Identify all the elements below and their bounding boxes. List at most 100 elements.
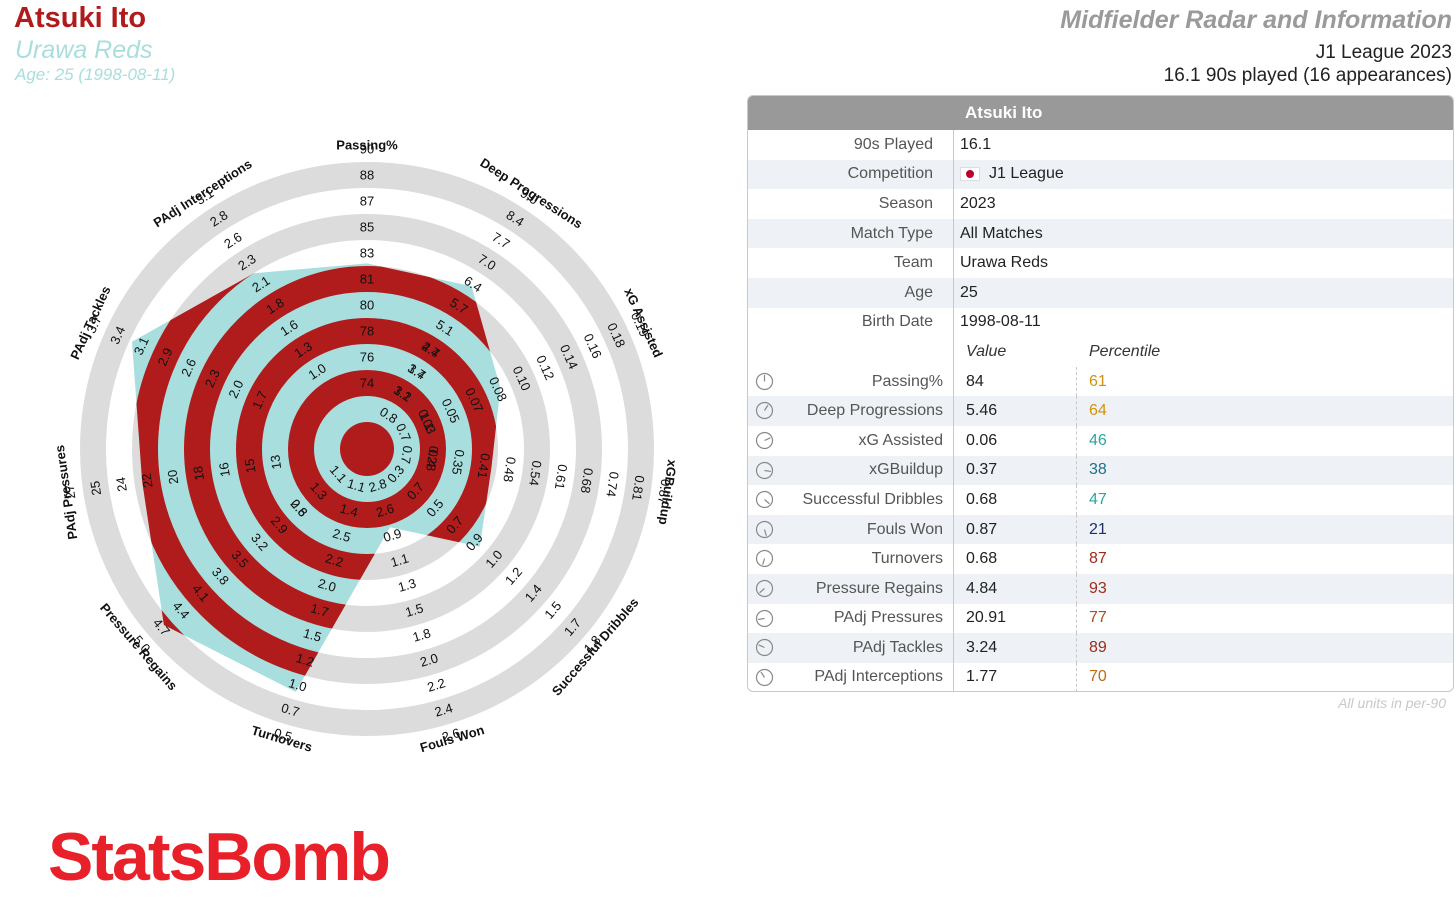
radar-tick-label: 0.7	[398, 445, 415, 465]
radar-tick-label: 0.9	[382, 526, 404, 545]
radar-tick-label: 2.5	[331, 526, 353, 545]
info-row: Birth Date 1998-08-11	[748, 307, 1453, 338]
player-name: Atsuki Ito	[14, 2, 147, 34]
radar-tick-label: 18	[190, 465, 207, 481]
report-title: Midfielder Radar and Information	[1060, 6, 1452, 34]
radar-tick-label: 0.87	[655, 478, 673, 505]
metric-percentile: 21	[1089, 520, 1107, 538]
metric-label: Pressure Regains	[815, 579, 943, 597]
metric-direction-icon	[755, 402, 774, 420]
radar-tick-label: 1.1	[346, 476, 368, 495]
radar-tick-label: 88	[360, 167, 374, 182]
radar-tick-label: 0.41	[475, 452, 493, 479]
info-label: Team	[893, 254, 933, 272]
value-column-header: Value	[966, 342, 1007, 360]
radar-tick-label: 16	[216, 461, 233, 477]
age-line: Age: 25 (1998-08-11)	[15, 65, 176, 84]
metric-direction-icon	[755, 579, 774, 598]
radar-tick-label: 76	[360, 349, 374, 364]
info-label: Birth Date	[861, 313, 933, 331]
radar-tick-label: 0.61	[552, 463, 570, 490]
metric-direction-icon	[755, 520, 774, 538]
metric-label: Turnovers	[871, 550, 943, 568]
metric-direction-icon	[755, 609, 774, 627]
metric-direction-icon	[755, 491, 774, 509]
radar-tick-label: 0.74	[603, 471, 621, 498]
info-value: 1998-08-11	[960, 313, 1041, 331]
info-label: 90s Played	[853, 135, 933, 153]
radar-tick-label: 90	[360, 141, 374, 156]
metric-label: PAdj Pressures	[833, 609, 943, 627]
metric-percentile: 64	[1089, 402, 1107, 420]
metric-label: Passing%	[871, 372, 943, 390]
metric-value: 0.87	[966, 520, 998, 538]
percentile-column-header: Percentile	[1089, 342, 1161, 360]
info-row: 90s Played 16.1	[748, 130, 1453, 160]
radar-tick-label: 0.35	[449, 449, 467, 476]
info-value: Urawa Reds	[960, 254, 1049, 272]
metric-value: 0.68	[966, 550, 998, 568]
radar-tick-label: 1.7	[309, 600, 331, 619]
radar-tick-label: 3.7	[83, 313, 104, 336]
metric-value: 20.91	[966, 609, 1007, 627]
metric-direction-icon	[755, 461, 774, 479]
metric-percentile: 46	[1089, 431, 1107, 449]
radar-tick-label: 0.28	[423, 445, 441, 472]
radar-tick-label: 1.1	[417, 410, 438, 433]
metric-direction-icon	[755, 431, 774, 450]
info-row: Age 25	[748, 277, 1453, 308]
metric-label: Fouls Won	[866, 520, 943, 538]
radar-tick-label: 1.4	[338, 501, 360, 520]
radar-tick-label: 1.5	[302, 625, 324, 644]
metric-direction-icon	[755, 638, 774, 657]
radar-band	[236, 318, 498, 580]
radar-tick-label: 2.2	[425, 675, 447, 694]
minutes-played: 16.1 90s played (16 appearances)	[1163, 65, 1452, 86]
radar-tick-label: 87	[360, 193, 374, 208]
info-value: J1 League	[943, 165, 1064, 183]
metric-label: Successful Dribbles	[802, 490, 944, 508]
radar-center-band	[340, 422, 394, 476]
metric-row: Fouls Won 0.87 21	[748, 514, 1453, 545]
radar-tick-label: 1.3	[396, 575, 418, 594]
metric-percentile: 61	[1089, 372, 1107, 390]
metric-row: Deep Progressions 5.46 64	[748, 396, 1453, 426]
radar-tick-label: 1.1	[389, 551, 411, 570]
radar-tick-label: 24	[113, 476, 130, 492]
metric-value: 5.46	[966, 402, 998, 420]
info-value: 25	[960, 283, 978, 301]
metric-percentile: 47	[1089, 490, 1107, 508]
metric-row: xGBuildup 0.37 38	[748, 455, 1453, 486]
metric-percentile: 77	[1089, 609, 1107, 627]
metric-direction-icon	[755, 372, 774, 390]
radar-tick-label: 20	[164, 469, 181, 485]
radar-tick-label: 27	[61, 483, 78, 499]
metric-label: Deep Progressions	[806, 402, 943, 420]
metric-value: 0.06	[966, 431, 998, 449]
metric-percentile: 87	[1089, 550, 1107, 568]
radar-tick-label: 1.7	[249, 389, 270, 412]
radar-tick-label: 2.0	[316, 575, 338, 594]
radar-tick-label: 7.7	[489, 229, 512, 251]
radar-tick-label: 0.16	[581, 331, 605, 360]
radar-tick-label: 2.0	[418, 650, 440, 669]
info-row: Match Type All Matches	[748, 218, 1453, 249]
radar-tick-label: 13	[267, 454, 284, 470]
info-rows: 90s Played 16.1 Competition J1 League Season…	[748, 130, 1453, 338]
info-label: Season	[878, 194, 933, 212]
metric-label: xGBuildup	[869, 461, 943, 479]
league-season: J1 League 2023	[1315, 42, 1452, 63]
radar-tick-label: 1.8	[411, 625, 433, 644]
radar-tick-label: 0.4	[424, 448, 441, 468]
radar-tick-label: 74	[360, 375, 374, 390]
radar-tick-label: 2.6	[221, 229, 244, 251]
metric-row: Passing% 84 61	[748, 366, 1453, 397]
radar-tick-label: 25	[87, 480, 104, 496]
radar-tick-label: 81	[360, 271, 374, 286]
radar-metric-label: Passing%	[336, 137, 398, 152]
metric-value: 4.84	[966, 579, 998, 597]
radar-tick-label: 3.1	[131, 335, 152, 358]
radar-tick-label: 2.8	[367, 476, 389, 495]
metric-percentile: 70	[1089, 668, 1107, 686]
info-row: Competition J1 League	[748, 159, 1453, 190]
